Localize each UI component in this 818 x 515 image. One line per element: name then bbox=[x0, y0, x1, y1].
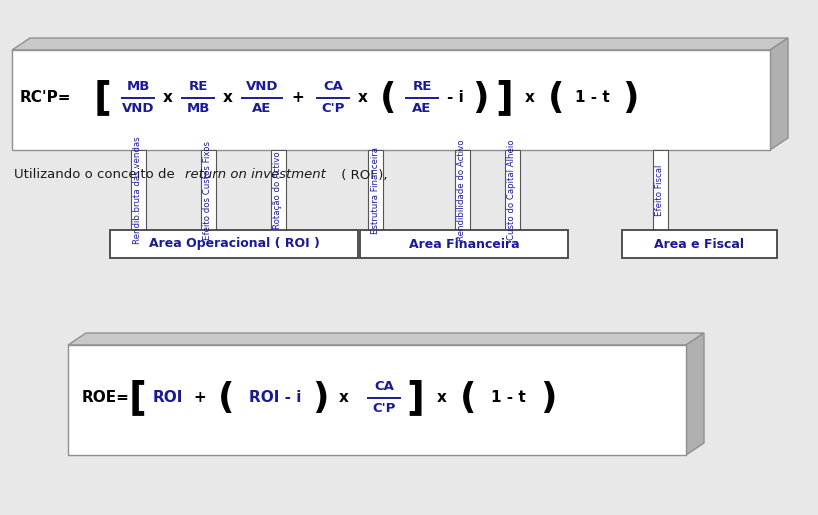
Text: +: + bbox=[194, 390, 206, 405]
Text: x: x bbox=[223, 91, 233, 106]
Polygon shape bbox=[686, 333, 704, 455]
Text: ROI - i: ROI - i bbox=[249, 390, 301, 405]
Text: ): ) bbox=[472, 81, 488, 115]
Text: VND: VND bbox=[122, 102, 155, 115]
Polygon shape bbox=[68, 333, 704, 345]
Text: MB: MB bbox=[187, 102, 209, 115]
Bar bbox=[131, 150, 146, 230]
Bar bbox=[360, 230, 568, 258]
Text: CA: CA bbox=[374, 381, 394, 393]
Text: Custo do Capital Alheio: Custo do Capital Alheio bbox=[507, 140, 516, 241]
Text: 1 - t: 1 - t bbox=[491, 390, 525, 405]
Text: (: ( bbox=[380, 81, 396, 115]
Text: ): ) bbox=[622, 81, 638, 115]
Bar bbox=[505, 150, 519, 230]
Text: 1 - t: 1 - t bbox=[574, 91, 609, 106]
Text: Rotação do Activo: Rotação do Activo bbox=[273, 151, 282, 229]
Text: (: ( bbox=[548, 81, 564, 115]
Bar bbox=[455, 150, 470, 230]
Text: ROI: ROI bbox=[153, 390, 183, 405]
Text: [: [ bbox=[94, 79, 112, 117]
Bar bbox=[622, 230, 777, 258]
Text: Rendib.bruta das vendas: Rendib.bruta das vendas bbox=[133, 136, 142, 244]
Bar bbox=[68, 345, 686, 455]
Text: RE: RE bbox=[412, 80, 432, 94]
Text: +: + bbox=[292, 91, 304, 106]
Text: x: x bbox=[163, 91, 173, 106]
Text: Estrutura Financeira: Estrutura Financeira bbox=[371, 146, 380, 233]
Text: (: ( bbox=[218, 381, 234, 415]
Text: x: x bbox=[358, 91, 368, 106]
Text: Rendibilidade do Activo: Rendibilidade do Activo bbox=[457, 139, 466, 241]
Text: - i: - i bbox=[447, 91, 463, 106]
Text: x: x bbox=[339, 390, 349, 405]
Text: ): ) bbox=[312, 381, 328, 415]
Bar bbox=[653, 150, 667, 230]
Text: x: x bbox=[437, 390, 447, 405]
Polygon shape bbox=[12, 38, 788, 50]
Text: RE: RE bbox=[188, 80, 208, 94]
Text: ( ROI ),: ( ROI ), bbox=[337, 168, 388, 181]
Bar bbox=[12, 50, 770, 150]
Text: ]: ] bbox=[495, 79, 513, 117]
Text: AE: AE bbox=[412, 102, 432, 115]
Bar bbox=[110, 230, 358, 258]
Text: RC'P=: RC'P= bbox=[20, 91, 71, 106]
Text: C'P: C'P bbox=[372, 403, 396, 416]
Text: Area Operacional ( ROI ): Area Operacional ( ROI ) bbox=[149, 237, 320, 250]
Text: Utilizando o conceito de: Utilizando o conceito de bbox=[14, 168, 179, 181]
Text: VND: VND bbox=[245, 80, 278, 94]
Text: Area Financeira: Area Financeira bbox=[409, 237, 519, 250]
Bar bbox=[367, 150, 383, 230]
Polygon shape bbox=[770, 38, 788, 150]
Text: Efeito Fiscal: Efeito Fiscal bbox=[655, 164, 664, 216]
Text: ]: ] bbox=[406, 379, 424, 417]
Bar bbox=[271, 150, 285, 230]
Text: x: x bbox=[525, 91, 535, 106]
Text: ROE=: ROE= bbox=[82, 390, 130, 405]
Text: CA: CA bbox=[323, 80, 343, 94]
Text: (: ( bbox=[460, 381, 476, 415]
Text: AE: AE bbox=[252, 102, 272, 115]
Text: Efeito dos Custos Fixos: Efeito dos Custos Fixos bbox=[204, 141, 213, 239]
Text: return on investment: return on investment bbox=[185, 168, 326, 181]
Text: ): ) bbox=[540, 381, 556, 415]
Bar bbox=[200, 150, 215, 230]
Text: Area e Fiscal: Area e Fiscal bbox=[654, 237, 744, 250]
Text: MB: MB bbox=[126, 80, 150, 94]
Text: C'P: C'P bbox=[321, 102, 344, 115]
Text: [: [ bbox=[129, 379, 147, 417]
